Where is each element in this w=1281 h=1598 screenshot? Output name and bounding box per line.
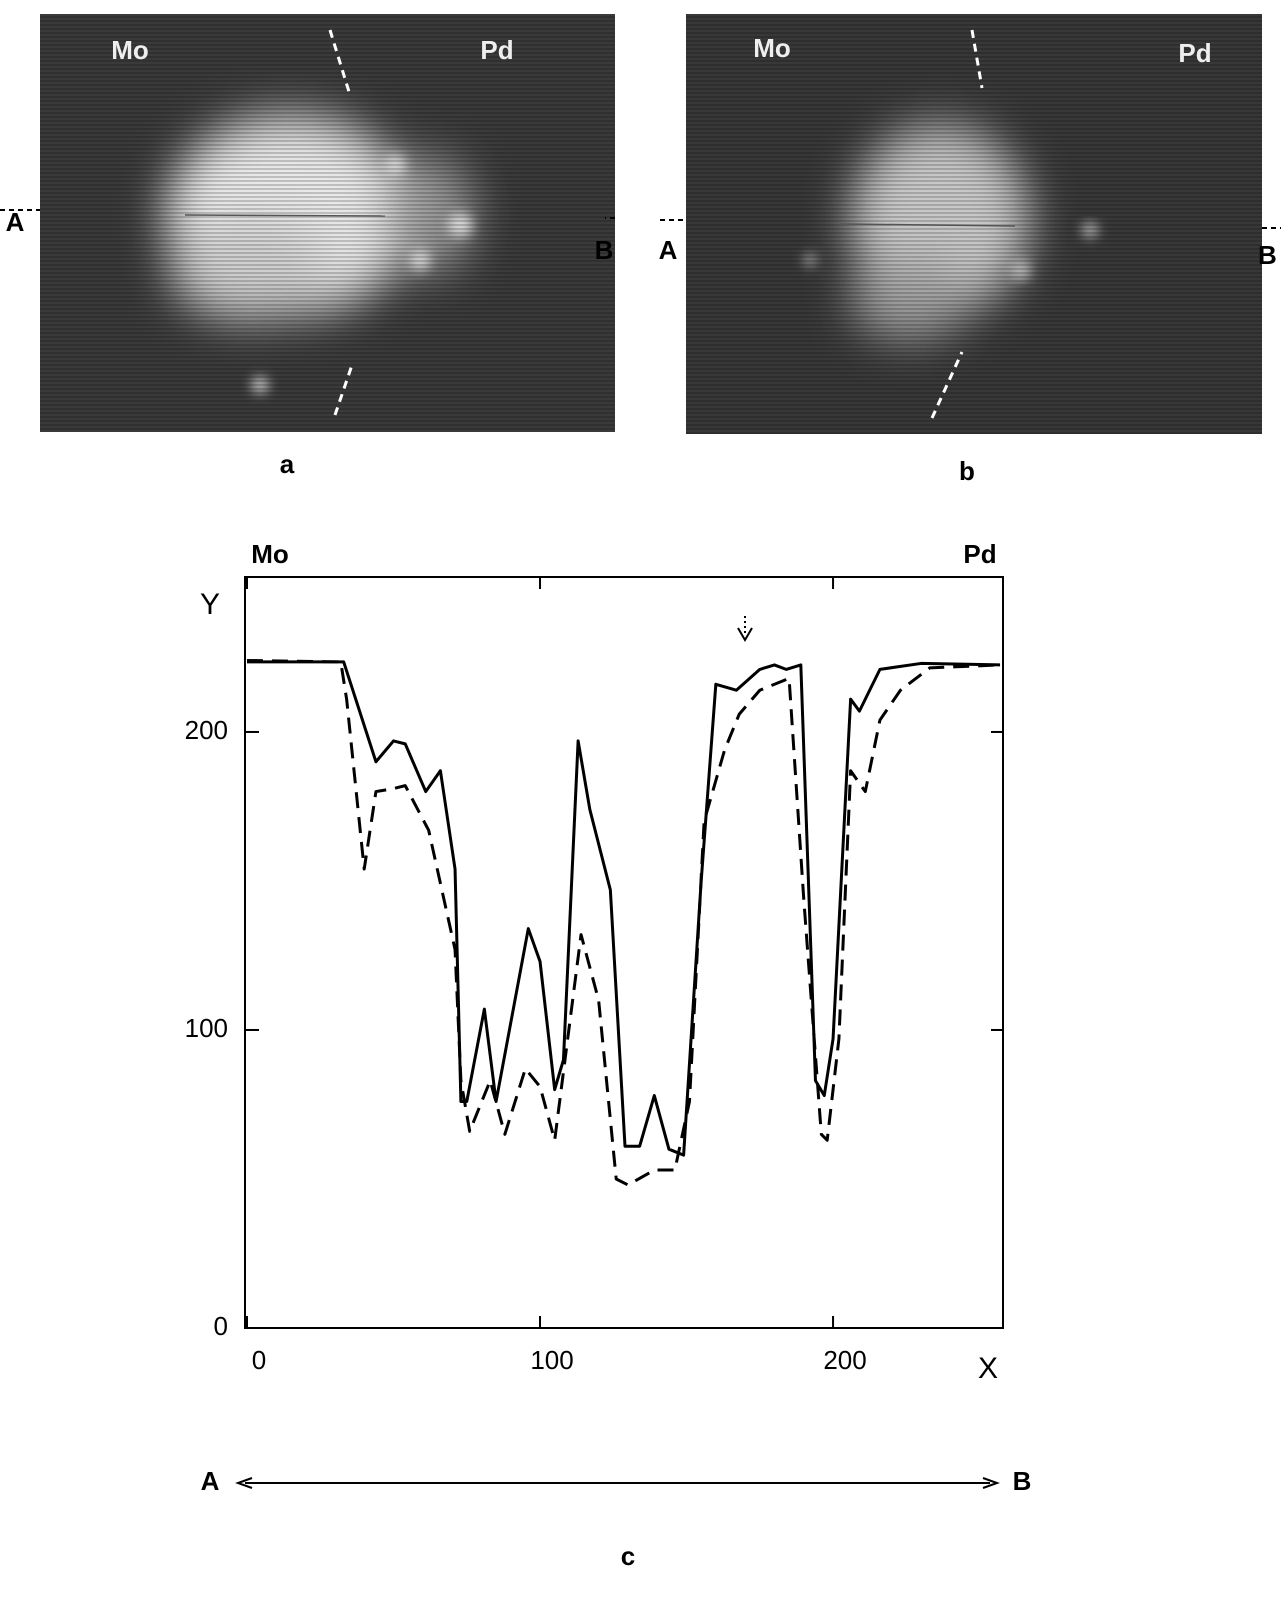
left-label: Mo: [111, 35, 149, 65]
micrograph-b: [686, 14, 1262, 434]
line-start: A: [659, 235, 678, 265]
x-axis-label: X: [978, 1352, 998, 1385]
caption: c: [621, 1541, 635, 1571]
left-label: Mo: [251, 539, 289, 569]
line-end: B: [1258, 240, 1277, 270]
x-tick-label: 100: [530, 1345, 573, 1375]
right-label: Pd: [963, 539, 996, 569]
direction-arrow-heads: [235, 1477, 1000, 1489]
right-label: Pd: [480, 35, 513, 65]
direction-end: B: [1013, 1466, 1032, 1496]
annotation-arrow-head: [737, 627, 753, 642]
line-start: A: [6, 207, 25, 237]
y-tick-label: 100: [185, 1013, 228, 1043]
y-tick-label: 200: [185, 715, 228, 745]
line-series: [247, 660, 1001, 1157]
y-tick-label: 0: [214, 1311, 228, 1341]
caption: b: [959, 456, 975, 486]
line-end: B: [595, 235, 614, 265]
y-axis-label: Y: [200, 588, 220, 621]
x-tick-label: 200: [823, 1345, 866, 1375]
line-series: [246, 658, 1001, 1187]
plot-frame: [244, 576, 1004, 1329]
x-tick-label: 0: [252, 1345, 266, 1375]
left-label: Mo: [753, 33, 791, 63]
right-label: Pd: [1178, 38, 1211, 68]
direction-start: A: [201, 1466, 220, 1496]
micrograph-a: [40, 14, 615, 432]
caption: a: [280, 449, 295, 479]
